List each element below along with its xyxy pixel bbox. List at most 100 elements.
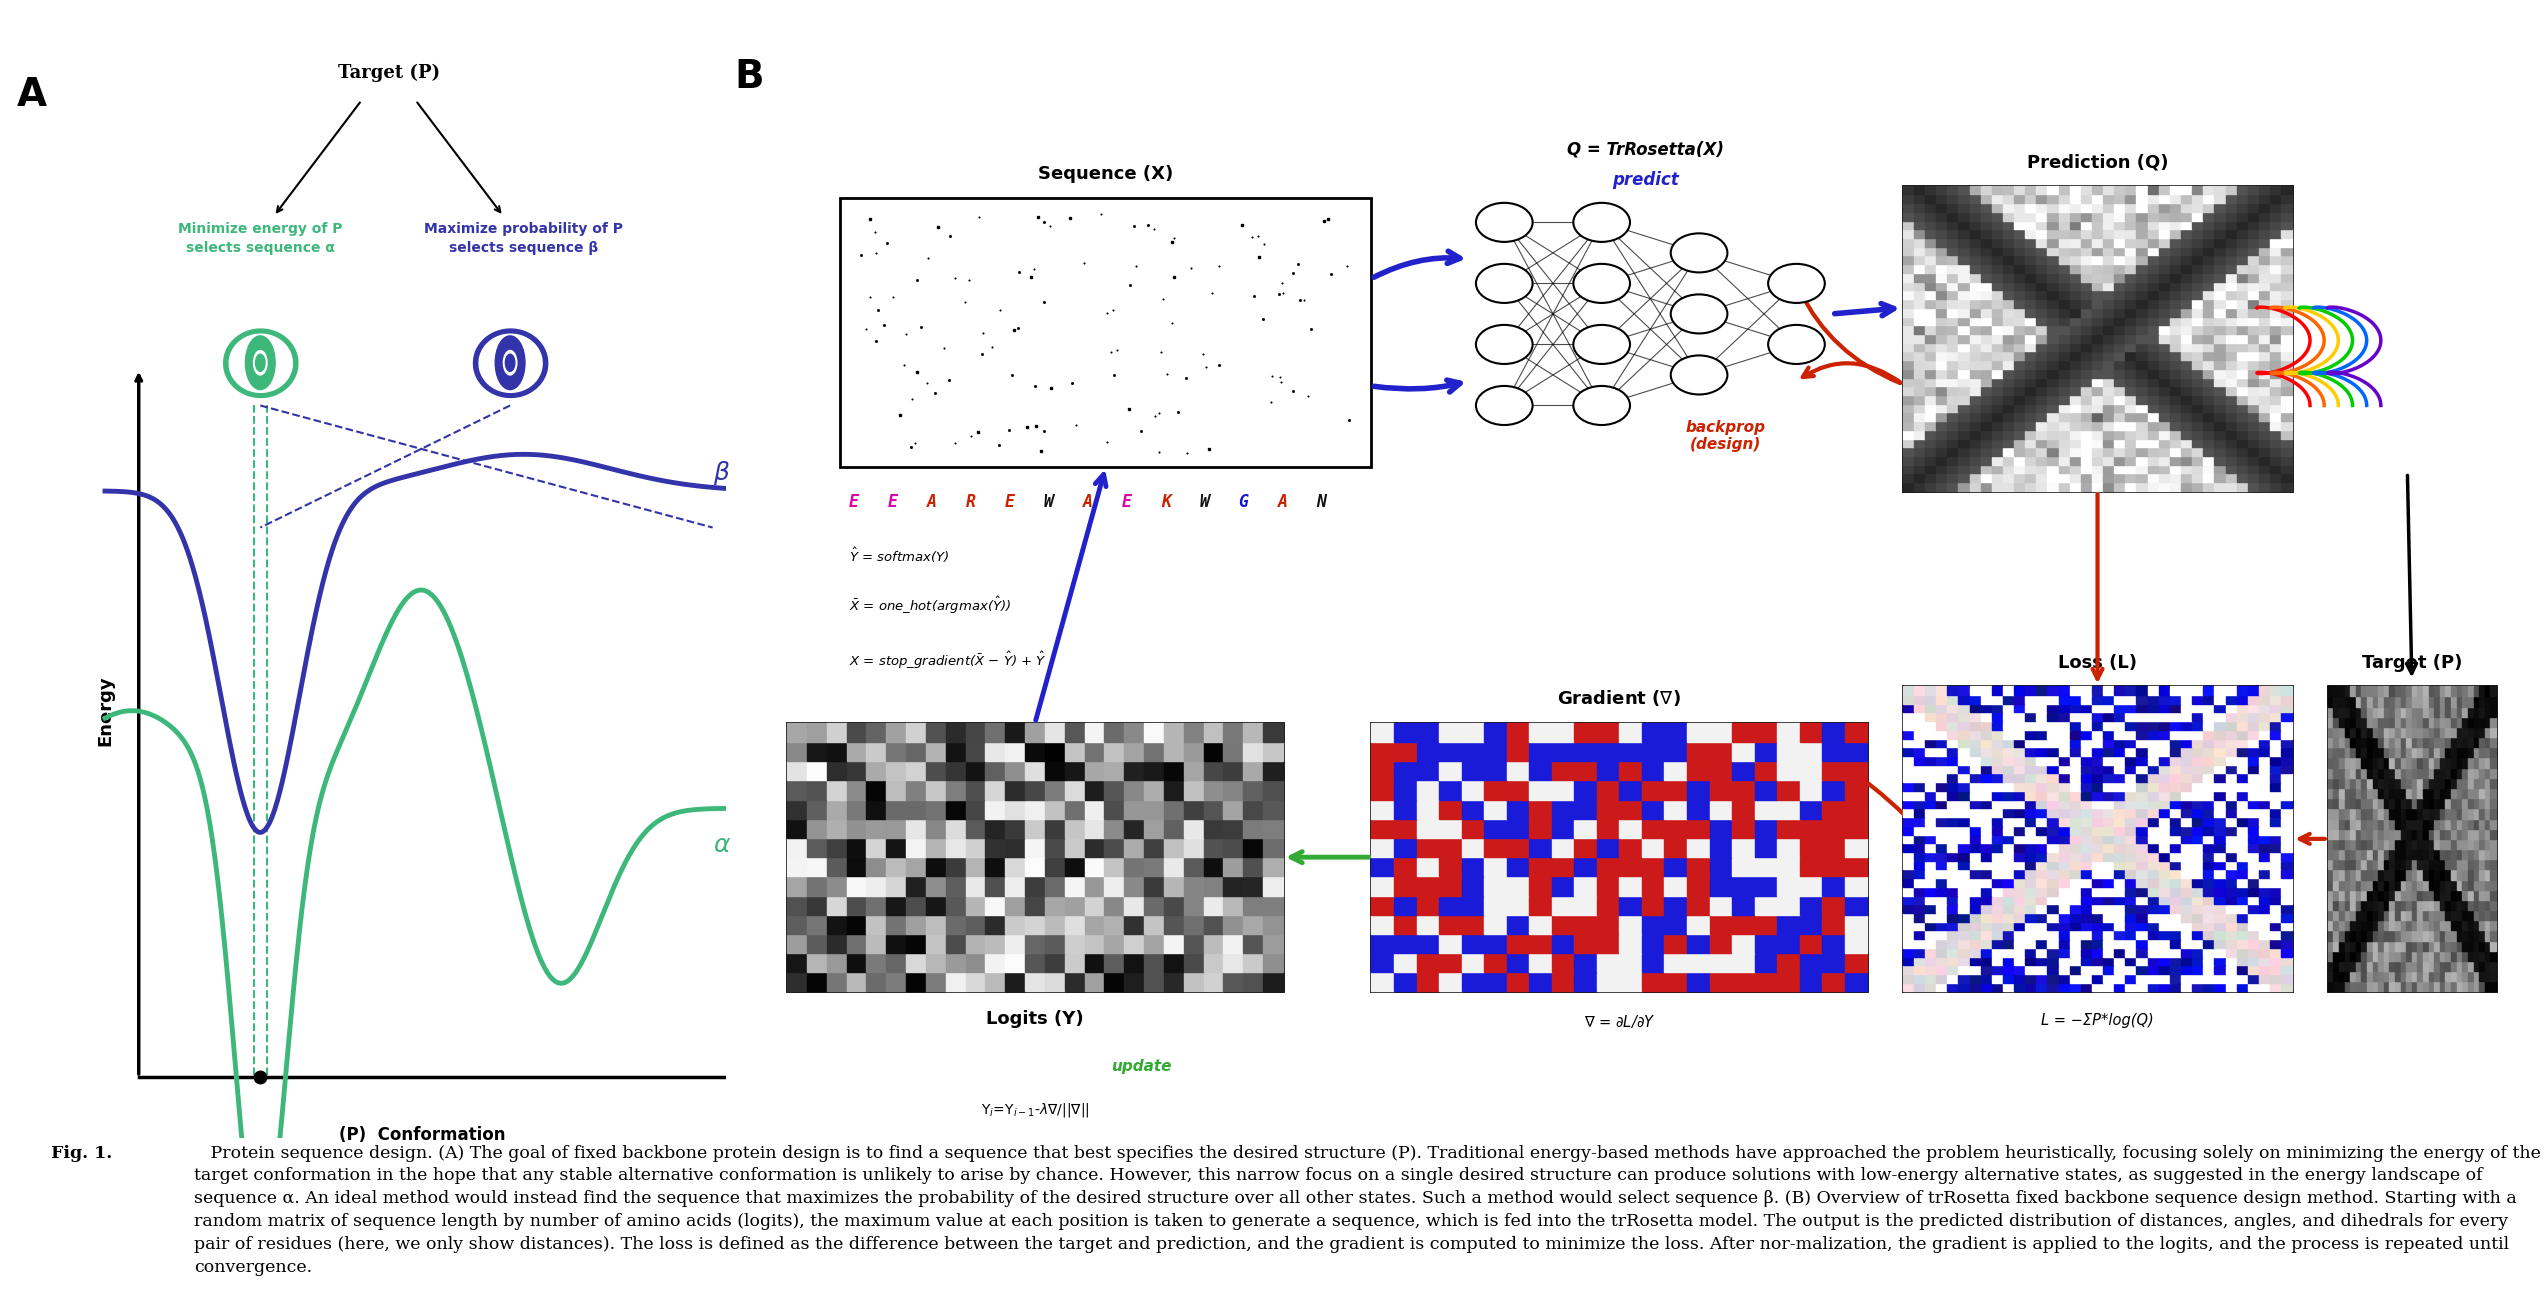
Bar [2069, 695, 2082, 704]
Bar [1959, 456, 1970, 464]
Bar [2013, 360, 2026, 369]
Circle shape [494, 336, 525, 390]
Bar [2362, 787, 2367, 798]
Bar [2003, 386, 2013, 395]
Bar [2224, 747, 2237, 756]
Bar [2247, 844, 2260, 852]
Bar [2357, 717, 2362, 727]
Bar [1959, 447, 1970, 456]
Bar [1903, 695, 1914, 704]
Bar [2461, 910, 2469, 921]
Bar [2372, 889, 2377, 900]
Bar [2270, 264, 2280, 273]
Bar [2148, 713, 2158, 721]
Bar [2148, 896, 2158, 904]
Bar [1959, 965, 1970, 974]
Bar [2372, 829, 2377, 838]
Bar [2135, 360, 2148, 369]
Bar [2003, 904, 2013, 913]
Bar [2270, 721, 2280, 730]
Bar [2214, 221, 2224, 229]
Bar [2049, 421, 2059, 430]
Bar [2357, 696, 2362, 706]
Bar [866, 799, 887, 819]
Bar [2385, 910, 2390, 921]
Bar [1598, 914, 1621, 934]
Bar [2395, 768, 2400, 778]
Text: N: N [1317, 493, 1328, 511]
Bar [2479, 849, 2484, 859]
Bar [2280, 203, 2293, 212]
Bar [1756, 954, 1776, 972]
Bar [2181, 229, 2191, 238]
Bar [2036, 704, 2049, 713]
Bar [2125, 730, 2135, 739]
Bar [2181, 887, 2191, 896]
Bar [2362, 951, 2367, 961]
Bar [2148, 221, 2158, 229]
Bar [2082, 965, 2092, 974]
Bar [2171, 747, 2181, 756]
Bar [1980, 713, 1993, 721]
Bar [2158, 421, 2171, 430]
Bar [2237, 186, 2247, 195]
Text: $\beta$: $\beta$ [713, 459, 729, 487]
Bar [1903, 739, 1914, 747]
Bar [1914, 273, 1924, 281]
Bar [808, 723, 826, 742]
Bar [2428, 706, 2433, 717]
Bar [2171, 982, 2181, 991]
Bar [1733, 857, 1756, 876]
FancyBboxPatch shape [1903, 687, 2293, 991]
Bar [2125, 799, 2135, 808]
Bar [2204, 922, 2214, 930]
Bar [2115, 956, 2125, 965]
Bar [2344, 900, 2349, 910]
Bar [2181, 922, 2191, 930]
Bar [2484, 971, 2489, 981]
Bar [2059, 687, 2069, 695]
Bar [2036, 255, 2049, 264]
Bar [2191, 825, 2204, 835]
Bar [2092, 186, 2102, 195]
Bar [2171, 765, 2181, 773]
Bar [2102, 965, 2115, 974]
Bar [2003, 922, 2013, 930]
Bar [2003, 756, 2013, 765]
Bar [2003, 404, 2013, 412]
Bar [1552, 761, 1575, 781]
Bar [2270, 221, 2280, 229]
Bar [1463, 781, 1483, 799]
Bar [2059, 818, 2069, 825]
Bar [2280, 870, 2293, 878]
Bar [787, 914, 808, 934]
Bar [2372, 971, 2377, 981]
Bar [2082, 825, 2092, 835]
Bar [1924, 844, 1936, 852]
Bar [2125, 421, 2135, 430]
Bar [2148, 317, 2158, 326]
Bar [1970, 464, 1980, 473]
Bar [2260, 713, 2270, 721]
Bar [945, 761, 966, 781]
Bar [1687, 781, 1710, 799]
Bar [2069, 896, 2082, 904]
Bar [1243, 799, 1264, 819]
Bar [1417, 838, 1440, 857]
Bar [2484, 778, 2489, 787]
Bar [2433, 889, 2441, 900]
FancyBboxPatch shape [2329, 687, 2497, 991]
Bar [887, 896, 907, 914]
Bar [1185, 799, 1203, 819]
Bar [2036, 730, 2049, 739]
Bar [2214, 186, 2224, 195]
Bar [2191, 956, 2204, 965]
Bar [2247, 307, 2260, 317]
Bar [2082, 930, 2092, 939]
Bar [2059, 721, 2069, 730]
Bar [1641, 723, 1664, 742]
Bar [2204, 747, 2214, 756]
Bar [2092, 913, 2102, 922]
Bar [1947, 195, 1959, 203]
Bar [986, 819, 1006, 838]
